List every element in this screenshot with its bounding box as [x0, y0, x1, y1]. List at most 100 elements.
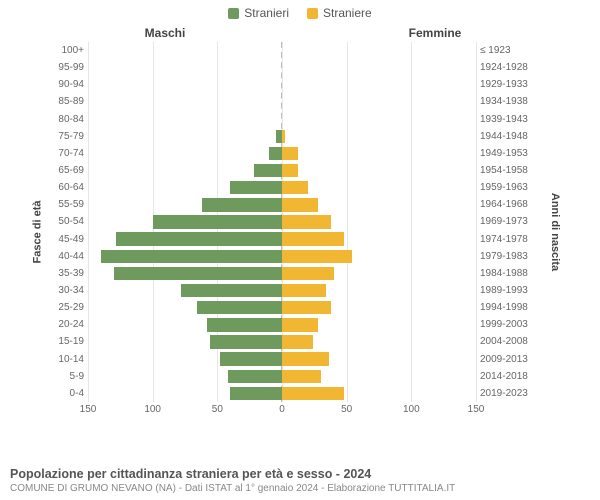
- bar-half-male: [88, 196, 282, 213]
- bar-area: [88, 42, 476, 59]
- bar-male: [254, 164, 282, 177]
- pyramid-row: 25-29 1994-1998: [52, 299, 532, 316]
- bar-half-male: [88, 299, 282, 316]
- bar-female: [282, 352, 329, 365]
- bar-half-female: [282, 316, 476, 333]
- bar-half-female: [282, 213, 476, 230]
- bar-half-female: [282, 385, 476, 402]
- birth-label: 2019-2023: [476, 388, 532, 399]
- pyramid-row: 50-54 1969-1973: [52, 213, 532, 230]
- bar-male: [220, 352, 282, 365]
- x-tick-label: 0: [279, 404, 285, 415]
- age-label: 75-79: [52, 131, 88, 142]
- bar-half-female: [282, 231, 476, 248]
- age-label: 30-34: [52, 285, 88, 296]
- bar-male: [197, 301, 282, 314]
- bar-half-male: [88, 179, 282, 196]
- age-label: 55-59: [52, 199, 88, 210]
- bar-female: [282, 284, 326, 297]
- birth-label: 1989-1993: [476, 285, 532, 296]
- birth-label: 1949-1953: [476, 148, 532, 159]
- age-label: 0-4: [52, 388, 88, 399]
- x-tick-label: 100: [403, 404, 420, 415]
- bar-female: [282, 301, 331, 314]
- bar-area: [88, 282, 476, 299]
- column-headers: Maschi Femmine: [0, 26, 600, 40]
- birth-label: 1994-1998: [476, 302, 532, 313]
- bar-half-female: [282, 351, 476, 368]
- bar-female: [282, 335, 313, 348]
- bar-female: [282, 181, 308, 194]
- legend: Stranieri Straniere: [0, 0, 600, 20]
- birth-label: 1929-1933: [476, 79, 532, 90]
- pyramid-row: 35-391984-1988: [52, 265, 532, 282]
- x-tick-label: 150: [80, 404, 97, 415]
- chart-title: Popolazione per cittadinanza straniera p…: [10, 467, 590, 481]
- bar-female: [282, 147, 298, 160]
- bar-area: [88, 333, 476, 350]
- bar-half-female: [282, 179, 476, 196]
- bar-female: [282, 387, 344, 400]
- bar-half-male: [88, 316, 282, 333]
- x-tick-label: 50: [212, 404, 223, 415]
- pyramid-row: 100+≤ 1923: [52, 42, 532, 59]
- bar-area: [88, 213, 476, 230]
- bar-half-male: [88, 93, 282, 110]
- bar-half-female: [282, 196, 476, 213]
- bar-female: [282, 267, 334, 280]
- age-label: 40-44: [52, 251, 88, 262]
- bar-half-male: [88, 248, 282, 265]
- age-label: 15-19: [52, 336, 88, 347]
- bar-half-female: [282, 42, 476, 59]
- pyramid-row: 45-491974-1978: [52, 231, 532, 248]
- bar-half-male: [88, 162, 282, 179]
- bar-male: [210, 335, 282, 348]
- birth-label: 1964-1968: [476, 199, 532, 210]
- bar-area: [88, 248, 476, 265]
- bar-male: [101, 250, 282, 263]
- pyramid-row: 75-79 1944-1948: [52, 128, 532, 145]
- birth-label: 1944-1948: [476, 131, 532, 142]
- bar-half-male: [88, 282, 282, 299]
- bar-area: [88, 299, 476, 316]
- legend-item-female: Straniere: [307, 6, 372, 20]
- age-label: 50-54: [52, 216, 88, 227]
- birth-label: 1959-1963: [476, 182, 532, 193]
- bar-female: [282, 370, 321, 383]
- bar-male: [269, 147, 282, 160]
- header-female: Femmine: [300, 26, 600, 40]
- pyramid-row: 65-691954-1958: [52, 162, 532, 179]
- age-label: 35-39: [52, 268, 88, 279]
- birth-label: 1969-1973: [476, 216, 532, 227]
- bar-male: [116, 232, 282, 245]
- pyramid-row: 40-44 1979-1983: [52, 248, 532, 265]
- pyramid-row: 0-4 2019-2023: [52, 385, 532, 402]
- age-label: 25-29: [52, 302, 88, 313]
- bar-half-male: [88, 351, 282, 368]
- x-tick-label: 150: [468, 404, 485, 415]
- bar-half-male: [88, 265, 282, 282]
- header-male: Maschi: [0, 26, 300, 40]
- age-label: 80-84: [52, 114, 88, 125]
- age-label: 5-9: [52, 371, 88, 382]
- bar-area: [88, 385, 476, 402]
- bar-half-male: [88, 128, 282, 145]
- bar-area: [88, 128, 476, 145]
- chart-rows: 100+≤ 192395-991924-192890-941929-193385…: [52, 42, 532, 402]
- age-label: 95-99: [52, 62, 88, 73]
- bar-male: [153, 215, 282, 228]
- bar-area: [88, 196, 476, 213]
- birth-label: ≤ 1923: [476, 45, 532, 56]
- bar-female: [282, 198, 318, 211]
- birth-label: 1954-1958: [476, 165, 532, 176]
- bar-half-male: [88, 368, 282, 385]
- bar-half-female: [282, 368, 476, 385]
- pyramid-row: 95-991924-1928: [52, 59, 532, 76]
- legend-label-male: Stranieri: [244, 6, 289, 20]
- birth-label: 1979-1983: [476, 251, 532, 262]
- pyramid-row: 55-59 1964-1968: [52, 196, 532, 213]
- bar-half-female: [282, 265, 476, 282]
- bar-half-female: [282, 93, 476, 110]
- age-label: 70-74: [52, 148, 88, 159]
- pyramid-row: 80-841939-1943: [52, 111, 532, 128]
